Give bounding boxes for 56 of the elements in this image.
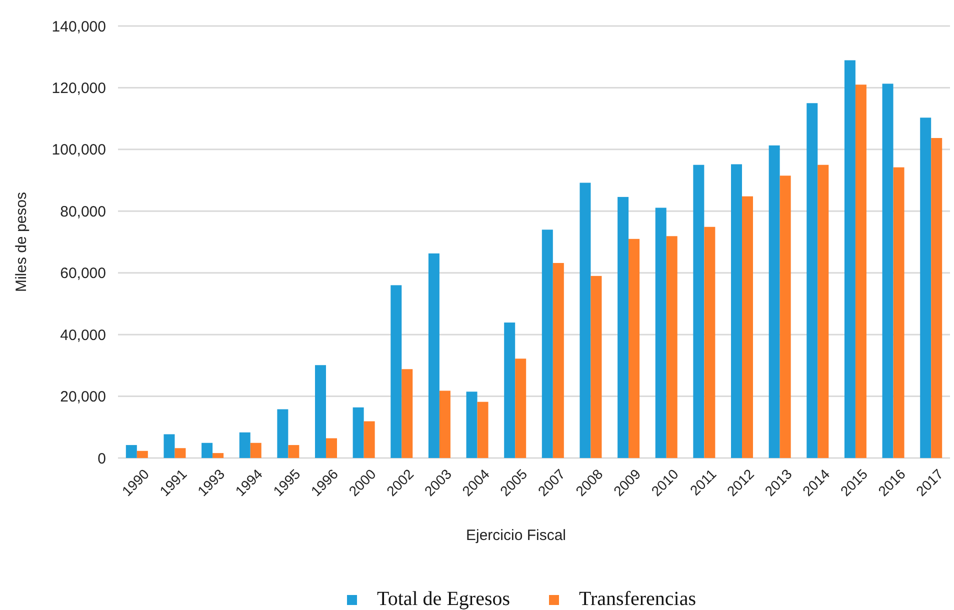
bar: [428, 253, 440, 458]
bar: [618, 196, 629, 458]
bar: [126, 445, 137, 458]
bar: [655, 208, 666, 458]
bar: [164, 434, 175, 458]
bar: [693, 164, 704, 458]
bar: [288, 445, 300, 458]
bar: [704, 226, 716, 458]
bar: [552, 262, 564, 458]
y-tick-label: 80,000: [60, 203, 106, 220]
x-axis-title: Ejercicio Fiscal: [466, 527, 566, 544]
y-tick-label: 0: [98, 450, 106, 468]
bar: [239, 432, 250, 458]
y-tick-label: 140,000: [52, 18, 106, 36]
y-tick-label: 120,000: [52, 80, 106, 97]
y-tick-label: 40,000: [60, 326, 106, 344]
legend-label: Transferencias: [579, 588, 696, 610]
y-tick-label: 60,000: [60, 265, 106, 282]
bar: [174, 448, 186, 458]
bar: [515, 358, 526, 458]
bar: [768, 145, 780, 458]
bar: [628, 238, 640, 458]
bar: [580, 182, 591, 458]
bar: [477, 402, 488, 458]
bar: [818, 164, 829, 458]
bar: [806, 103, 818, 458]
legend-label: Total de Egresos: [377, 588, 510, 610]
bar: [780, 176, 791, 458]
bar: [352, 407, 364, 458]
bar: [920, 118, 932, 458]
bar: [855, 84, 866, 458]
bar: [893, 167, 904, 458]
bar: [202, 442, 213, 458]
bar: [542, 230, 553, 458]
bar: [439, 390, 450, 458]
y-axis-title: Miles de pesos: [13, 192, 30, 292]
bar: [504, 322, 516, 458]
bar: [742, 196, 753, 458]
y-tick-label: 100,000: [52, 142, 106, 159]
bar: [590, 276, 602, 458]
bar: [315, 365, 326, 458]
bar: [844, 60, 856, 458]
y-tick-label: 20,000: [60, 388, 106, 406]
bar: [326, 438, 337, 458]
bar: [882, 84, 894, 458]
bar: [136, 450, 148, 458]
bar: [364, 421, 375, 458]
bar: [666, 236, 678, 458]
bar: [250, 442, 262, 458]
bar: [466, 392, 478, 458]
bar: [931, 138, 942, 458]
bar: [212, 453, 224, 458]
bar: [402, 369, 413, 458]
bar: [731, 164, 742, 458]
bar: [277, 409, 288, 458]
bar: [390, 285, 402, 458]
